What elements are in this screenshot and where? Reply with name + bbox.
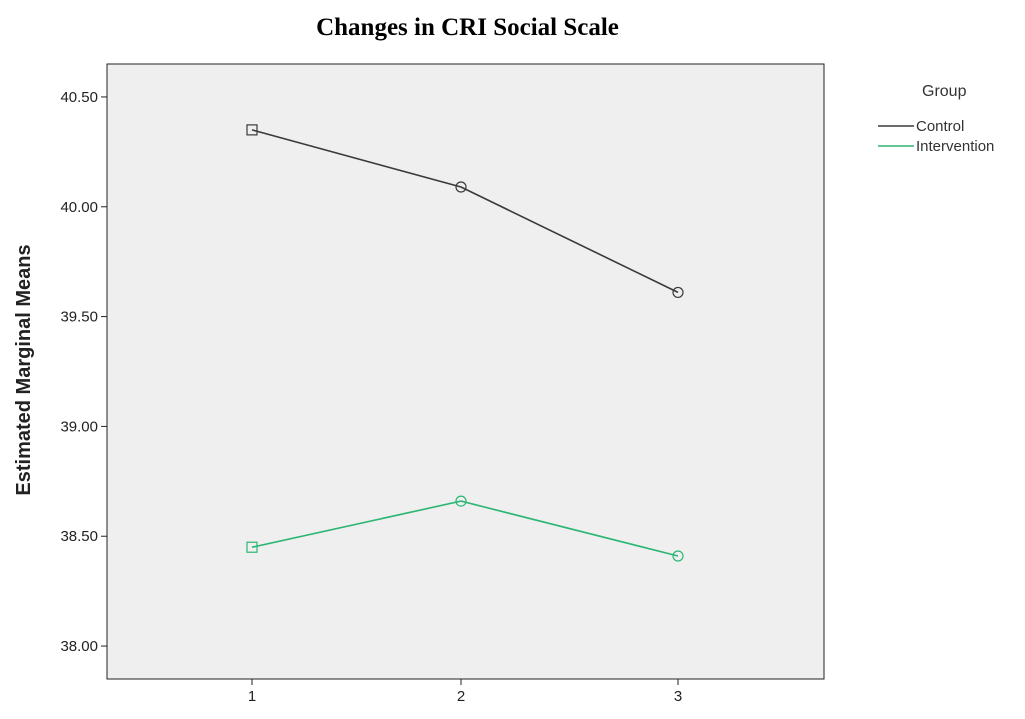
y-tick-label: 40.00 [60,199,98,216]
chart-title: Changes in CRI Social Scale [316,14,619,41]
y-tick-label: 38.50 [60,528,98,545]
y-tick-label: 39.00 [60,418,98,435]
series-intervention [246,495,684,562]
y-axis-title: Estimated Marginal Means [13,244,35,495]
series-line-intervention [251,500,679,557]
legend: Group Control Intervention [878,83,994,155]
y-tick-label: 38.00 [60,638,98,655]
data-point [246,541,258,553]
legend-label: Control [916,118,964,135]
y-tick-label: 40.50 [60,89,98,106]
data-point [246,124,258,136]
x-tick-label: 2 [457,688,465,705]
x-axis: 1 2 3 [248,679,682,705]
x-tick-label: 3 [674,688,682,705]
data-point [455,495,467,507]
legend-label: Intervention [916,138,994,155]
y-tick-label: 39.50 [60,309,98,326]
y-axis: 38.00 38.50 39.00 39.50 40.00 40.50 [60,89,107,655]
data-point [672,550,684,562]
x-tick-label: 1 [248,688,256,705]
series-line-control [251,129,679,294]
series-control [246,124,684,299]
series-layer [246,124,684,562]
plot-area [106,63,825,680]
data-point [672,286,684,299]
data-point [455,181,467,193]
legend-title: Group [922,83,967,100]
